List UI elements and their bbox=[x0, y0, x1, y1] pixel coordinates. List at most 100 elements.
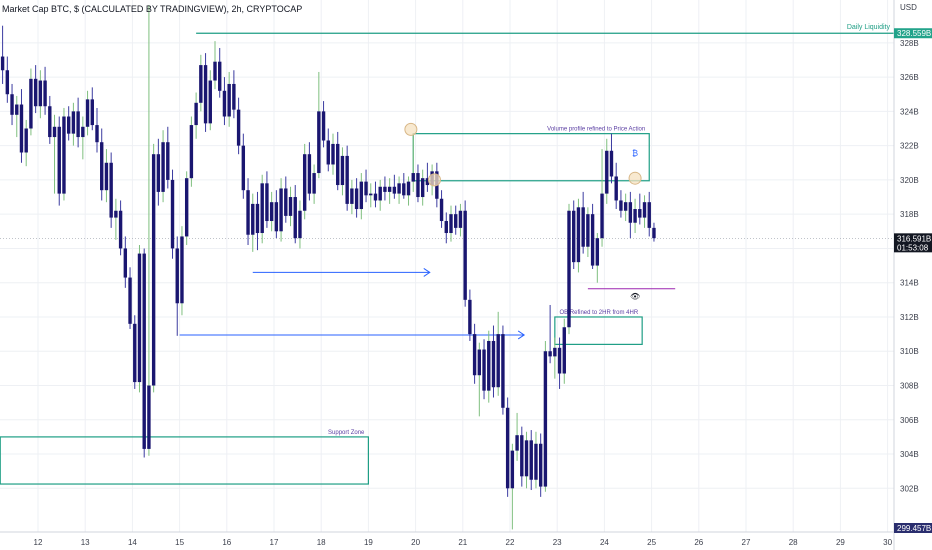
candles-layer bbox=[0, 5, 656, 530]
candle-body bbox=[619, 200, 623, 211]
x-tick-label: 27 bbox=[742, 538, 751, 547]
candle-body bbox=[505, 407, 510, 489]
candle-body bbox=[553, 347, 557, 357]
candle-body bbox=[156, 154, 161, 192]
candle-body bbox=[166, 142, 170, 180]
candle-body bbox=[29, 78, 33, 129]
candle-body bbox=[425, 178, 430, 186]
candle-body bbox=[458, 210, 463, 228]
candle-body bbox=[203, 65, 208, 124]
candle-body bbox=[534, 443, 538, 480]
x-tick-label: 30 bbox=[883, 538, 892, 547]
y-tick-label: 314B bbox=[900, 279, 919, 288]
candle-body bbox=[279, 188, 283, 232]
candle-body bbox=[10, 94, 14, 115]
candle-body bbox=[312, 173, 316, 194]
x-tick-label: 23 bbox=[553, 538, 562, 547]
candle-body bbox=[383, 186, 387, 192]
y-tick-label: 310B bbox=[900, 347, 919, 356]
currency-label: USD bbox=[900, 3, 917, 12]
y-tick-label: 308B bbox=[900, 382, 919, 391]
candle-body bbox=[317, 111, 321, 174]
candle-body bbox=[472, 334, 477, 376]
candle-body bbox=[543, 351, 548, 487]
candle-body bbox=[572, 210, 576, 263]
candle-body bbox=[350, 188, 354, 204]
zone-label: Support Zone bbox=[328, 430, 365, 436]
candle-body bbox=[439, 198, 444, 222]
y-tick-label: 324B bbox=[900, 107, 919, 116]
x-tick-label: 25 bbox=[647, 538, 656, 547]
candle-body bbox=[387, 186, 392, 192]
candle-body bbox=[189, 125, 194, 179]
candle-body bbox=[614, 176, 618, 201]
highlight-circle bbox=[628, 171, 642, 185]
candle-body bbox=[5, 70, 10, 95]
candle-body bbox=[109, 162, 113, 218]
grid-lines bbox=[0, 0, 894, 532]
x-tick-label: 21 bbox=[458, 538, 467, 547]
candle-body bbox=[269, 202, 274, 222]
candle-body bbox=[586, 214, 590, 247]
candle-body bbox=[321, 111, 326, 141]
candle-body bbox=[373, 193, 378, 201]
candle-body bbox=[538, 443, 543, 487]
daily-liquidity-label: Daily Liquidity bbox=[847, 24, 891, 31]
candle-body bbox=[477, 349, 482, 376]
y-tick-label: 328B bbox=[900, 39, 919, 48]
x-tick-label: 16 bbox=[222, 538, 231, 547]
candle-body bbox=[184, 178, 189, 237]
candle-body bbox=[520, 435, 524, 477]
candle-body bbox=[100, 142, 104, 191]
candle-body bbox=[590, 214, 595, 266]
candle-body bbox=[52, 126, 57, 138]
candle-body bbox=[449, 214, 453, 234]
candle-body bbox=[482, 349, 486, 391]
x-tick-label: 15 bbox=[175, 538, 184, 547]
candle-body bbox=[43, 80, 47, 107]
candle-body bbox=[71, 111, 76, 134]
candle-body bbox=[605, 150, 609, 194]
candle-body bbox=[496, 334, 500, 388]
zones-layer: Daily Liquidity Volume profile refined to… bbox=[0, 24, 894, 485]
candle-body bbox=[24, 128, 28, 153]
candle-body bbox=[524, 440, 529, 477]
high-price-badge-text: 328.559B bbox=[897, 29, 931, 38]
candle-body bbox=[199, 65, 203, 103]
y-tick-label: 318B bbox=[900, 210, 919, 219]
candle-body bbox=[642, 202, 647, 218]
x-tick-label: 17 bbox=[270, 538, 279, 547]
x-tick-label: 13 bbox=[81, 538, 90, 547]
bitcoin-symbol: ₿ bbox=[632, 149, 638, 158]
candle-body bbox=[402, 183, 406, 196]
zone-box bbox=[554, 316, 643, 345]
candle-body bbox=[251, 203, 255, 235]
candle-body bbox=[340, 155, 345, 186]
y-tick-label: 322B bbox=[900, 142, 919, 151]
candle-body bbox=[298, 210, 302, 239]
candle-body bbox=[208, 80, 212, 124]
candle-body bbox=[633, 209, 637, 223]
candle-body bbox=[326, 140, 330, 165]
candle-body bbox=[104, 162, 109, 191]
candle-body bbox=[331, 143, 335, 165]
candle-body bbox=[336, 143, 340, 186]
low-price-badge-text: 299.457B bbox=[897, 524, 931, 533]
candle-body bbox=[557, 347, 562, 374]
x-tick-label: 19 bbox=[364, 538, 373, 547]
x-tick-label: 20 bbox=[411, 538, 420, 547]
candle-body bbox=[491, 340, 496, 388]
candle-body bbox=[406, 181, 411, 196]
candle-body bbox=[95, 125, 99, 143]
candle-body bbox=[293, 197, 297, 239]
candle-body bbox=[85, 99, 90, 127]
candle-body bbox=[345, 155, 349, 204]
candle-body bbox=[260, 183, 264, 234]
candle-body bbox=[647, 202, 651, 228]
candle-body bbox=[515, 435, 519, 451]
candle-body bbox=[302, 154, 307, 211]
candle-body bbox=[57, 126, 61, 194]
y-tick-label: 306B bbox=[900, 416, 919, 425]
candle-body bbox=[284, 188, 288, 216]
